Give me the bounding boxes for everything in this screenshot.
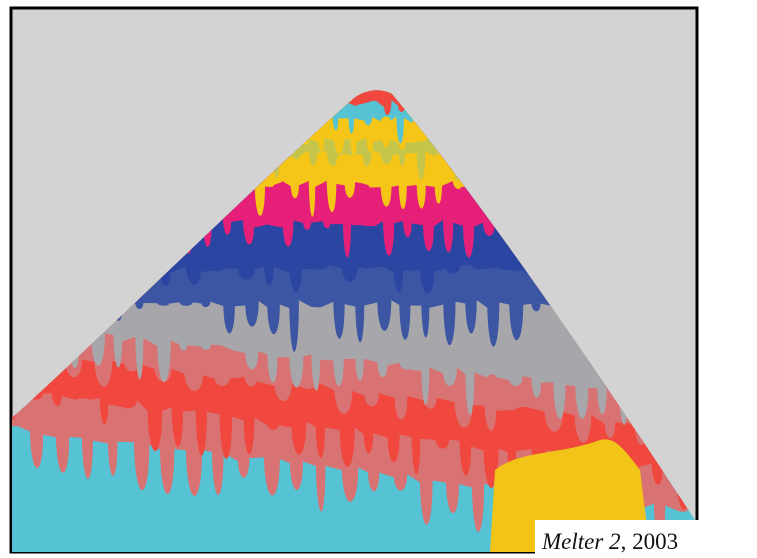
caption-rest: , 2003 — [621, 529, 679, 554]
caption: Melter 2, 2003 — [541, 529, 678, 554]
caption-title: Melter 2 — [541, 529, 621, 554]
caption-box — [535, 520, 757, 558]
